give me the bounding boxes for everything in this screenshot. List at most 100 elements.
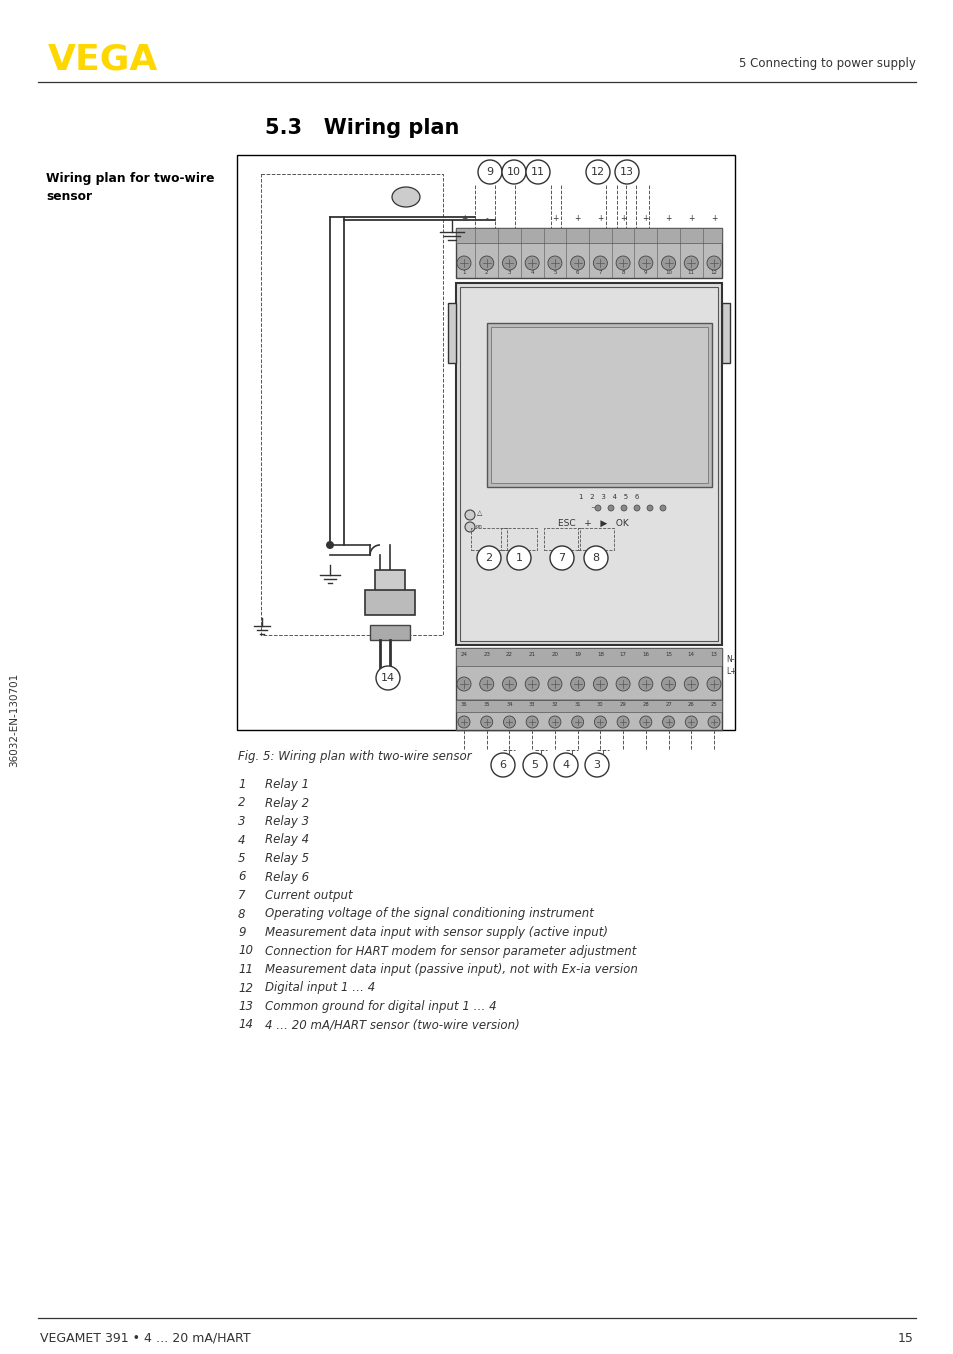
Bar [456, 227, 721, 242]
Text: 8: 8 [620, 271, 624, 275]
Bar [500, 528, 537, 550]
Text: Current output: Current output [265, 890, 353, 902]
Circle shape [593, 677, 607, 691]
Text: 3: 3 [237, 815, 245, 829]
Text: +: + [642, 214, 648, 223]
Text: Wiring plan for two-wire
sensor: Wiring plan for two-wire sensor [46, 172, 214, 203]
Text: 4 … 20 mA/HART sensor (two-wire version): 4 … 20 mA/HART sensor (two-wire version) [265, 1018, 519, 1032]
Text: 26: 26 [687, 701, 694, 707]
Text: Common ground for digital input 1 … 4: Common ground for digital input 1 … 4 [265, 1001, 497, 1013]
Text: 10: 10 [237, 945, 253, 957]
Text: +: + [710, 214, 717, 223]
Circle shape [525, 160, 550, 184]
Bar [370, 626, 410, 640]
Text: 15: 15 [897, 1331, 913, 1345]
Circle shape [620, 505, 626, 510]
Text: 11: 11 [531, 167, 544, 177]
Text: +: + [687, 214, 694, 223]
Bar [721, 303, 729, 363]
Text: +: + [551, 214, 558, 223]
Text: VEGA: VEGA [48, 43, 158, 77]
Circle shape [525, 256, 538, 269]
Text: △: △ [476, 510, 482, 516]
Circle shape [375, 666, 399, 691]
Circle shape [616, 677, 629, 691]
Bar [456, 649, 721, 700]
Circle shape [525, 677, 538, 691]
Bar [456, 700, 721, 712]
Text: 9: 9 [486, 167, 493, 177]
Text: 9: 9 [237, 926, 245, 940]
Text: Relay 2: Relay 2 [265, 796, 309, 810]
Circle shape [550, 546, 574, 570]
Circle shape [661, 716, 674, 728]
Text: 31: 31 [574, 701, 580, 707]
Text: 34: 34 [506, 701, 512, 707]
Text: 7: 7 [558, 552, 565, 563]
Bar [375, 570, 405, 600]
Circle shape [480, 716, 492, 728]
Text: -: - [485, 214, 488, 223]
Text: +: + [619, 214, 625, 223]
Text: 16: 16 [641, 651, 649, 657]
Text: 3: 3 [507, 271, 511, 275]
Text: 6: 6 [576, 271, 578, 275]
Text: 12: 12 [710, 271, 717, 275]
Circle shape [502, 677, 516, 691]
Circle shape [502, 256, 516, 269]
Text: 30: 30 [597, 701, 603, 707]
Circle shape [616, 256, 629, 269]
Ellipse shape [392, 187, 419, 207]
Circle shape [479, 256, 494, 269]
Circle shape [595, 505, 600, 510]
Circle shape [646, 505, 652, 510]
Text: 9: 9 [643, 271, 647, 275]
Text: 1: 1 [462, 271, 465, 275]
Text: ~: ~ [590, 505, 596, 510]
Text: 5 Connecting to power supply: 5 Connecting to power supply [739, 57, 915, 70]
Text: 14: 14 [237, 1018, 253, 1032]
Text: 10: 10 [506, 167, 520, 177]
Text: 28: 28 [641, 701, 648, 707]
Text: 22: 22 [505, 651, 513, 657]
Text: 23: 23 [483, 651, 490, 657]
Text: 14: 14 [687, 651, 694, 657]
Circle shape [522, 753, 546, 777]
Text: 1   2   3   4   5   6: 1 2 3 4 5 6 [578, 494, 639, 500]
Bar [486, 324, 711, 487]
Text: 8: 8 [592, 552, 598, 563]
Text: 24: 24 [460, 651, 467, 657]
Circle shape [476, 546, 500, 570]
Text: 13: 13 [710, 651, 717, 657]
Circle shape [456, 256, 471, 269]
Text: 4: 4 [562, 760, 569, 770]
Text: 11: 11 [687, 271, 694, 275]
Text: 35: 35 [483, 701, 490, 707]
Text: ESC   +   ▶   OK: ESC + ▶ OK [558, 519, 628, 528]
Circle shape [570, 677, 584, 691]
Circle shape [617, 716, 628, 728]
Circle shape [583, 546, 607, 570]
Text: 4: 4 [237, 834, 245, 846]
Circle shape [464, 510, 475, 520]
Text: 6: 6 [499, 760, 506, 770]
Text: 14: 14 [380, 673, 395, 682]
Bar [448, 303, 456, 363]
Text: 7: 7 [598, 271, 601, 275]
Text: +: + [597, 214, 603, 223]
Circle shape [639, 677, 652, 691]
Text: 21: 21 [528, 651, 536, 657]
Text: N-: N- [725, 655, 734, 665]
Circle shape [464, 523, 475, 532]
Text: 8: 8 [237, 907, 245, 921]
Text: 1: 1 [515, 552, 522, 563]
Circle shape [526, 716, 537, 728]
Circle shape [491, 753, 515, 777]
Bar [543, 528, 579, 550]
Text: 17: 17 [618, 651, 626, 657]
Circle shape [584, 753, 608, 777]
Text: +: + [664, 214, 671, 223]
Text: 1: 1 [237, 779, 245, 791]
Bar [456, 227, 721, 278]
Bar [491, 328, 707, 483]
